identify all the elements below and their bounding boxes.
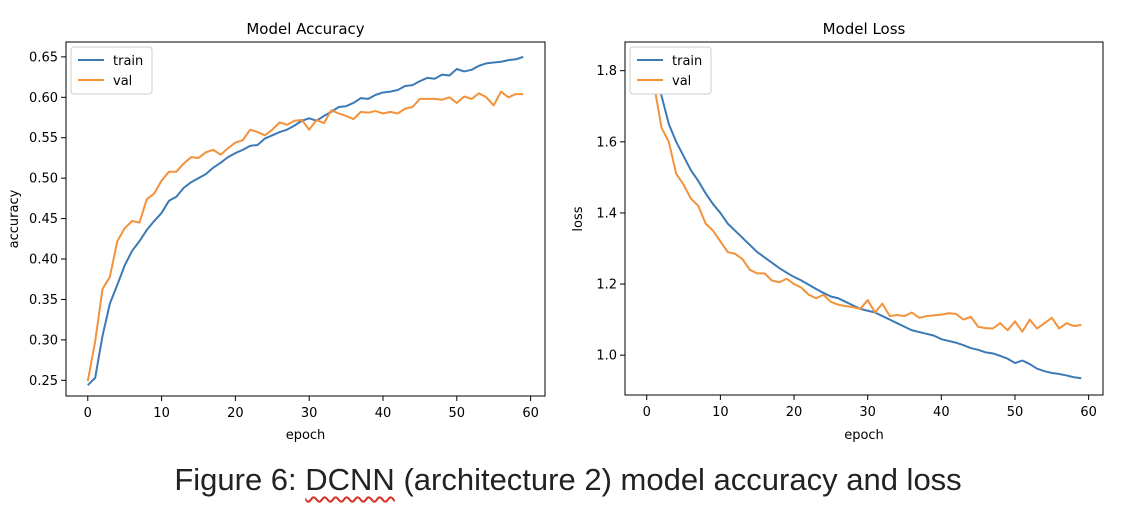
accuracy-legend-train-label: train	[113, 54, 143, 69]
accuracy-train-line	[87, 55, 524, 386]
accuracy-legend: train val	[70, 46, 153, 95]
accuracy-y-tick-label: 0.55	[29, 131, 58, 146]
loss-chart-title: Model Loss	[823, 20, 906, 38]
loss-plot-frame	[624, 41, 1104, 396]
accuracy-y-tick-label: 0.60	[29, 91, 58, 106]
accuracy-x-tick-label: 10	[153, 406, 170, 421]
figure-caption: Figure 6: DCNN (architecture 2) model ac…	[0, 462, 1136, 498]
accuracy-x-ticks: 0 10 20 30 40 50 60	[84, 396, 539, 421]
loss-legend-train-label: train	[672, 54, 702, 69]
loss-x-tick-label: 30	[859, 405, 876, 420]
loss-x-tick-label: 60	[1080, 405, 1097, 420]
accuracy-legend-val-label: val	[113, 74, 132, 89]
loss-x-tick-label: 20	[786, 405, 803, 420]
accuracy-y-tick-label: 0.50	[29, 172, 58, 187]
accuracy-y-tick-label: 0.35	[29, 293, 58, 308]
loss-x-tick-label: 50	[1007, 405, 1024, 420]
loss-y-tick-label: 1.8	[596, 64, 617, 79]
accuracy-y-tick-label: 0.65	[29, 50, 58, 65]
accuracy-x-tick-label: 50	[449, 406, 466, 421]
loss-train-line	[646, 62, 1082, 380]
caption-prefix: Figure 6:	[174, 462, 306, 497]
accuracy-series	[86, 55, 524, 386]
loss-series	[645, 62, 1082, 380]
loss-y-ticks: 1.0 1.2 1.4 1.6 1.8	[596, 64, 625, 364]
accuracy-y-axis-label: accuracy	[7, 189, 22, 248]
loss-val-line	[645, 63, 1082, 333]
loss-chart: Model Loss 1.0 1.2 1.4 1.6 1.8 0 10 20 30 40 50 60…	[571, 20, 1104, 443]
loss-y-tick-label: 1.4	[596, 206, 617, 221]
loss-y-tick-label: 1.2	[596, 278, 617, 293]
accuracy-y-tick-label: 0.45	[29, 212, 58, 227]
accuracy-val-line	[86, 90, 524, 382]
accuracy-y-tick-label: 0.30	[29, 333, 58, 348]
loss-legend: train val	[629, 46, 712, 95]
loss-x-tick-label: 40	[933, 405, 950, 420]
caption-flagged-word[interactable]: DCNN	[305, 462, 395, 497]
caption-suffix: (architecture 2) model accuracy and loss	[394, 462, 962, 497]
accuracy-y-ticks: 0.25 0.30 0.35 0.40 0.45 0.50 0.55 0.60 0.65	[29, 50, 66, 389]
loss-y-tick-label: 1.0	[596, 349, 617, 364]
accuracy-y-tick-label: 0.25	[29, 374, 58, 389]
loss-x-tick-label: 0	[643, 405, 651, 420]
accuracy-x-tick-label: 30	[301, 406, 318, 421]
loss-x-tick-label: 10	[712, 405, 729, 420]
loss-x-ticks: 0 10 20 30 40 50 60	[643, 395, 1097, 420]
accuracy-x-tick-label: 0	[84, 406, 92, 421]
accuracy-chart-title: Model Accuracy	[246, 20, 364, 38]
accuracy-x-tick-label: 40	[375, 406, 392, 421]
accuracy-y-tick-label: 0.40	[29, 253, 58, 268]
loss-legend-box	[629, 46, 712, 95]
loss-y-axis-label: loss	[571, 206, 586, 231]
accuracy-x-tick-label: 20	[227, 406, 244, 421]
accuracy-x-tick-label: 60	[522, 406, 539, 421]
accuracy-legend-box	[70, 46, 153, 95]
loss-legend-val-label: val	[672, 74, 691, 89]
loss-x-axis-label: epoch	[844, 428, 884, 443]
accuracy-plot-frame	[65, 41, 546, 397]
figure-canvas: Model Accuracy 0.250.300.350.400.450.500…	[7, 20, 1104, 443]
accuracy-x-axis-label: epoch	[286, 428, 326, 443]
accuracy-chart: Model Accuracy 0.250.300.350.400.450.500…	[7, 20, 546, 443]
loss-y-tick-label: 1.6	[596, 135, 617, 150]
